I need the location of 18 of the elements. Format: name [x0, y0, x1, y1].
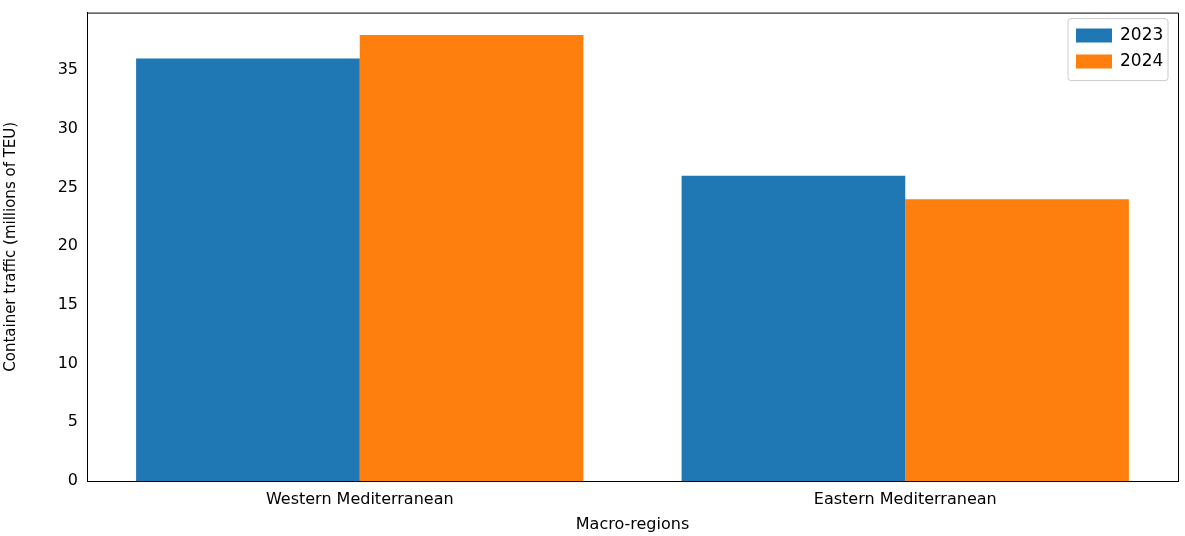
bar	[136, 58, 360, 481]
x-axis-title: Macro-regions	[575, 513, 690, 533]
legend-label: 2024	[1120, 50, 1164, 71]
y-tick-label: 15	[57, 294, 78, 314]
x-tick-label: Eastern Mediterranean	[813, 488, 997, 508]
y-tick-label: 35	[57, 59, 78, 79]
y-tick-label: 30	[57, 117, 78, 137]
y-axis-title: Container traffic (millions of TEU)	[0, 121, 19, 372]
y-tick-label: 20	[57, 235, 78, 255]
bar	[359, 34, 584, 481]
y-tick-label: 0	[67, 470, 78, 490]
bar	[681, 175, 906, 481]
legend-label: 2023	[1120, 24, 1164, 45]
x-tick-label: Western Mediterranean	[265, 488, 454, 508]
bar	[905, 199, 1129, 481]
y-tick-label: 25	[57, 176, 78, 196]
y-tick-label: 5	[67, 411, 78, 431]
y-tick-label: 10	[57, 352, 78, 372]
